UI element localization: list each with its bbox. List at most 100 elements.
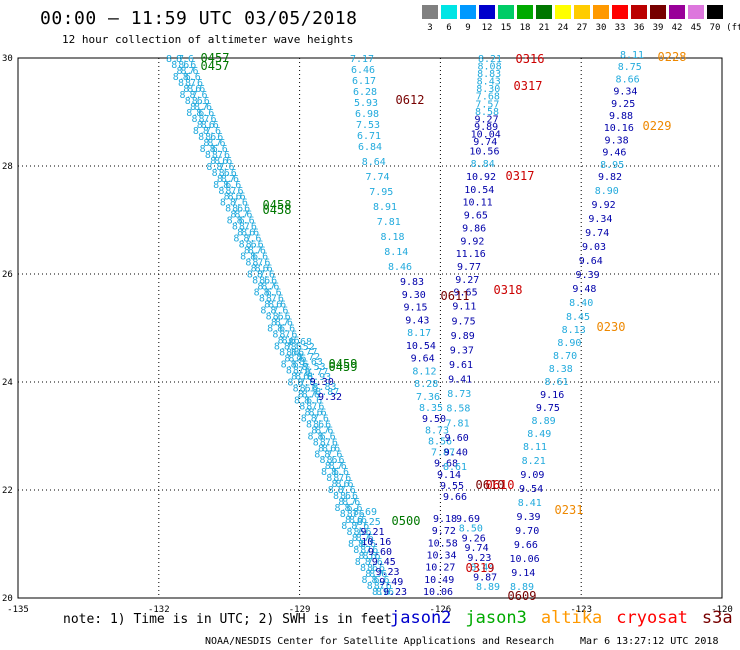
wave-height-value: 8.6 [281, 359, 299, 370]
wave-height-value: 8.6 [176, 54, 194, 65]
wave-height-value: 8.52 [291, 342, 315, 353]
wave-height-value: 8.87 [315, 387, 339, 398]
wave-height-value: 8.73 [425, 425, 449, 436]
wave-height-value: 8.7 [326, 473, 344, 484]
wave-height-value: 8.6 [327, 455, 345, 466]
wave-height-value: 8.6 [291, 359, 309, 370]
wave-height-value: 10.58 [428, 538, 458, 549]
wave-height-value: 8.89 [510, 582, 534, 593]
wave-height-value: 8.6 [308, 431, 326, 442]
wave-height-value: 8.6 [294, 395, 312, 406]
wave-height-value: 9.14 [511, 568, 535, 579]
x-tick-label: -132 [148, 605, 170, 615]
wave-height-value: 8.30 [476, 84, 500, 95]
wave-height-value: 8.7 [328, 485, 346, 496]
wave-height-value: 8.70 [553, 351, 577, 362]
wave-height-value: 8.6 [291, 371, 309, 382]
wave-height-value: 9.43 [405, 315, 429, 326]
wave-height-value: 8.6 [335, 503, 353, 514]
wave-height-value: 8.6 [353, 527, 371, 538]
wave-height-value: 10.54 [406, 341, 436, 352]
wave-height-value: 9.27 [475, 114, 499, 125]
legend-swatch [460, 5, 476, 19]
wave-height-value: 8.14 [384, 247, 408, 258]
wave-height-value: 8.6 [349, 515, 367, 526]
legend-label: 15 [500, 23, 512, 33]
wave-height-value: 9.39 [516, 512, 540, 523]
legend-swatch [631, 5, 647, 19]
wave-height-value: 8.6 [240, 252, 258, 263]
wave-height-value: 6.46 [351, 65, 375, 76]
wave-height-value: 8.7 [179, 90, 197, 101]
wave-height-value: 9.11 [452, 302, 476, 313]
wave-height-value: 8.6 [264, 300, 282, 311]
legend-label: 12 [481, 23, 493, 33]
wave-height-value: 9.18 [433, 514, 457, 525]
wave-height-value: 10.92 [466, 172, 496, 183]
wave-height-value: 6.17 [352, 76, 376, 87]
wave-height-value: 8.7 [230, 210, 248, 221]
wave-height-value: 9.30 [310, 377, 334, 388]
y-tick-label: 30 [2, 54, 13, 64]
wave-height-value: 8.08 [478, 62, 502, 73]
wave-height-value: 6.98 [355, 109, 379, 120]
wave-height-value: 9.66 [514, 540, 538, 551]
wave-height-value: 9.34 [588, 214, 612, 225]
legend-swatch [479, 5, 495, 19]
wave-height-value: 8.6 [261, 282, 279, 293]
wave-height-value: 8.6 [324, 449, 342, 460]
wave-height-value: 9.03 [582, 242, 606, 253]
wave-height-value: 8.6 [219, 168, 237, 179]
wave-height-value: 8.6 [309, 407, 327, 418]
wave-height-value: 8.6 [306, 401, 324, 412]
wave-height-value: 8.7 [341, 521, 359, 532]
wave-height-value: 8.6 [362, 551, 380, 562]
wave-height-value: 8.18 [380, 232, 404, 243]
wave-height-value: 8.7 [206, 162, 224, 173]
wave-height-value: 8.7 [367, 581, 385, 592]
wave-height-value: 10.06 [510, 554, 540, 565]
wave-height-value: 8.6 [234, 210, 252, 221]
pass-time-label: 0317 [506, 169, 535, 183]
wave-height-value: 8.6 [356, 533, 374, 544]
wave-height-value: 8.6 [348, 539, 366, 550]
pass-time-label: 0318 [494, 283, 523, 297]
wave-height-value: 8.6 [345, 515, 363, 526]
pass-time-label: 0500 [392, 514, 421, 528]
wave-height-value: 8.6 [252, 276, 270, 287]
wave-height-value: 8.66 [616, 74, 640, 85]
wave-height-value: 8.64 [362, 157, 386, 168]
wave-height-value: 8.6 [358, 551, 376, 562]
wave-height-value: 8.7 [338, 497, 356, 508]
legend-swatch [536, 5, 552, 19]
wave-height-value: 8.6 [225, 186, 243, 197]
wave-height-value: 8.7 [352, 533, 370, 544]
wave-height-value: 8.6 [347, 509, 365, 520]
wave-height-value: 9.60 [445, 433, 469, 444]
wave-height-value: 8.6 [192, 96, 210, 107]
wave-height-value: 10.16 [361, 537, 391, 548]
wave-height-value: 9.72 [432, 526, 456, 537]
wave-height-value: 8.6 [237, 228, 255, 239]
wave-height-value: 8.7 [176, 66, 194, 77]
wave-height-value: 10.34 [426, 551, 456, 562]
legend-swatch [650, 5, 666, 19]
y-tick-label: 28 [2, 162, 13, 172]
wave-height-value: 8.6 [315, 425, 333, 436]
wave-height-value: 8.6 [333, 491, 351, 502]
pass-time-label: 0317 [514, 79, 543, 93]
legend-swatch [517, 5, 533, 19]
pass-time-label: 0610 [476, 478, 505, 492]
y-tick-label: 24 [2, 378, 13, 388]
wave-height-value: 8.7 [355, 557, 373, 568]
wave-height-value: 8.6 [358, 539, 376, 550]
wave-height-value: 8.7 [244, 246, 262, 257]
wave-height-value: 9.70 [515, 526, 539, 537]
wave-height-value: 9.27 [455, 275, 479, 286]
wave-height-value: 8.6 [293, 365, 311, 376]
wave-height-value: 7.57 [475, 99, 499, 110]
wave-height-value: 8.7 [245, 258, 263, 269]
wave-height-value: 8.35 [419, 403, 443, 414]
wave-height-value: 8.6 [228, 192, 246, 203]
wave-height-value: 8.46 [388, 262, 412, 273]
